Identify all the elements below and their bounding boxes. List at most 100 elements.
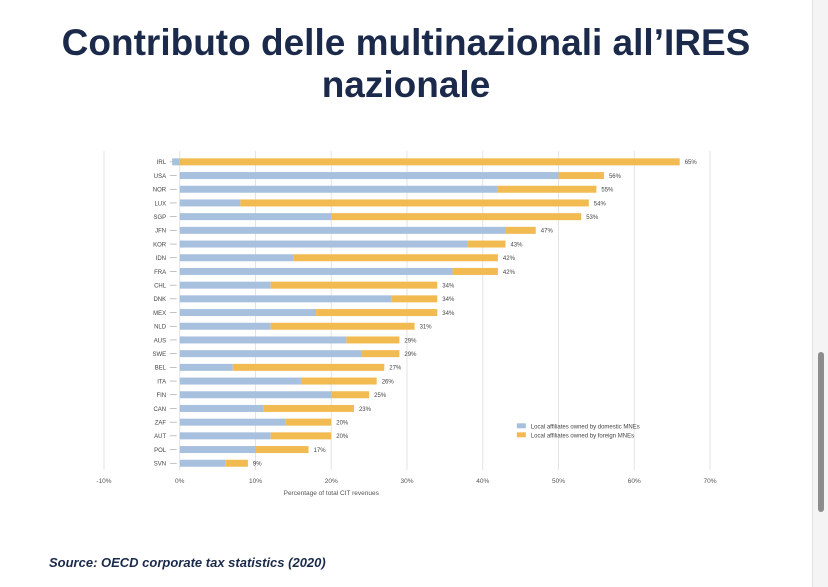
x-tick-label: 0% — [175, 478, 185, 485]
total-label: 42% — [503, 256, 516, 262]
source-note: Source: OECD corporate tax statistics (2… — [49, 555, 326, 570]
slide-title-line-2: nazionale — [321, 64, 491, 105]
category-label: LUX — [154, 201, 166, 207]
total-label: 27% — [389, 366, 402, 372]
total-label: 23% — [359, 407, 372, 413]
bar-foreign — [293, 254, 498, 262]
bar-foreign — [263, 404, 354, 412]
scrollbar-track[interactable] — [813, 0, 828, 587]
category-label: POL — [154, 448, 167, 454]
category-label: NOR — [153, 188, 167, 194]
category-label: NLD — [154, 325, 167, 331]
bar-foreign — [255, 446, 309, 454]
total-label: 29% — [404, 338, 417, 344]
total-label: 42% — [503, 270, 516, 276]
bar-domestic — [179, 404, 264, 412]
category-label: JFN — [155, 229, 166, 235]
total-label: 34% — [442, 311, 455, 317]
bar-domestic — [179, 350, 362, 358]
slide-title-line-1: Contributo delle multinazionali all’IRES — [61, 22, 751, 63]
category-label: CAN — [153, 407, 166, 413]
x-tick-label: 40% — [476, 478, 489, 485]
bar-foreign — [497, 185, 597, 193]
total-label: 9% — [253, 462, 262, 468]
total-label: 20% — [336, 420, 349, 426]
total-label: 26% — [382, 379, 395, 385]
bar-foreign — [285, 418, 332, 426]
bar-chart: -10% 0% 10% 20% 30% 40% 50% 60% 70% Percentage of… — [96, 151, 717, 497]
bar-domestic — [179, 336, 347, 344]
total-label: 25% — [374, 393, 387, 399]
category-label: SWE — [152, 352, 166, 358]
bar-foreign — [361, 350, 400, 358]
bar-foreign — [316, 309, 438, 317]
x-tick-label: -10% — [96, 478, 111, 485]
category-label: DNK — [153, 297, 166, 303]
bar-domestic — [179, 322, 271, 330]
category-label: BEL — [155, 366, 167, 372]
category-label: FIN — [156, 393, 166, 399]
bar-foreign — [346, 336, 400, 344]
total-label: 55% — [601, 188, 614, 194]
bar-domestic — [179, 418, 286, 426]
bar-domestic — [179, 432, 271, 440]
bar-domestic — [179, 309, 317, 317]
x-tick-label: 10% — [249, 478, 262, 485]
legend-swatch-1 — [516, 432, 526, 438]
total-label: 43% — [510, 242, 523, 248]
category-label: IRL — [157, 160, 167, 166]
legend-swatch-0 — [516, 423, 526, 429]
total-label: 31% — [420, 325, 433, 331]
bar-domestic — [179, 213, 332, 221]
bar-foreign — [505, 226, 536, 234]
category-label: SVN — [154, 462, 166, 468]
bar-foreign — [331, 213, 582, 221]
total-label: 34% — [442, 297, 455, 303]
x-tick-label: 60% — [628, 478, 641, 485]
category-label: CHL — [154, 283, 167, 289]
x-tick-label: 30% — [400, 478, 413, 485]
bar-domestic — [179, 267, 453, 275]
bar-foreign — [270, 281, 438, 289]
total-label: 56% — [609, 174, 622, 180]
bar-foreign — [331, 391, 370, 399]
bar-domestic — [179, 295, 392, 303]
total-label: 20% — [336, 434, 349, 440]
bar-domestic — [179, 363, 233, 371]
bar-domestic — [179, 240, 468, 248]
category-label: FRA — [154, 270, 166, 276]
bar-foreign — [225, 459, 248, 467]
x-tick-label: 70% — [703, 478, 716, 485]
bar-foreign — [558, 172, 604, 180]
legend-label-0: Local affiliates owned by domestic MNEs — [531, 424, 640, 430]
bar-foreign — [467, 240, 506, 248]
total-label: 65% — [685, 160, 698, 166]
bar-foreign — [391, 295, 438, 303]
total-label: 17% — [314, 448, 327, 454]
category-label: SGP — [153, 215, 166, 221]
category-label: KOR — [153, 242, 167, 248]
bar-foreign — [300, 377, 377, 385]
bar-foreign — [240, 199, 589, 207]
x-axis-title: Percentage of total CIT revenues — [284, 490, 380, 497]
legend-label-1: Local affiliates owned by foreign MNEs — [531, 433, 634, 439]
category-label: AUT — [154, 434, 166, 440]
bar-foreign — [232, 363, 385, 371]
total-label: 54% — [594, 201, 607, 207]
category-label: MEX — [153, 311, 166, 317]
scrollbar-thumb[interactable] — [818, 352, 824, 512]
category-label: USA — [154, 174, 166, 180]
total-label: 53% — [586, 215, 599, 221]
bar-domestic — [179, 226, 506, 234]
bar-domestic — [179, 391, 332, 399]
bar-domestic — [179, 172, 559, 180]
slide-title: Contributo delle multinazionali all’IRES… — [0, 22, 812, 106]
total-label: 47% — [541, 229, 554, 235]
bar-domestic — [179, 459, 226, 467]
bar-foreign — [270, 322, 415, 330]
category-label: ITA — [157, 379, 166, 385]
category-label: ZAF — [155, 420, 167, 426]
bar-domestic — [179, 281, 271, 289]
bar-domestic — [172, 158, 180, 166]
